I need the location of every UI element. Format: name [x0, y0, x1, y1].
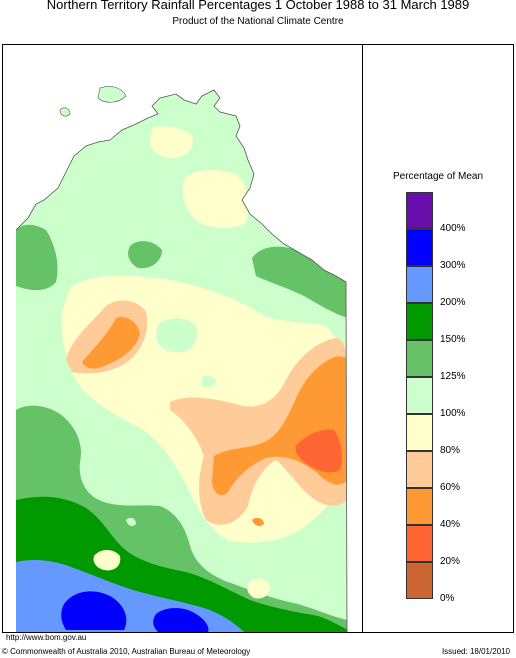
coastline [15, 89, 348, 632]
zone-125-150-coast [64, 90, 84, 102]
zone-40-60-west [82, 316, 140, 369]
zone-100-speck [126, 517, 136, 527]
zone-100-central-island [156, 318, 198, 353]
legend-swatch [406, 451, 433, 488]
legend-swatch [406, 192, 433, 229]
zone-80-100-southwest [93, 550, 121, 571]
legend-swatch [406, 340, 433, 377]
map-title: Northern Territory Rainfall Percentages … [46, 0, 470, 12]
source-url[interactable]: http://www.bom.gov.au [6, 633, 87, 642]
legend-label: 400% [440, 223, 466, 234]
frame-divider [362, 44, 363, 633]
legend-swatch [406, 488, 433, 525]
legend-label: 200% [440, 297, 466, 308]
map-frame [2, 44, 514, 633]
zone-20-40-east [295, 429, 342, 473]
zone-40-60-speck [252, 517, 264, 527]
zone-80-100-south [247, 578, 270, 599]
legend-swatch [406, 377, 433, 414]
copyright-text: © Commonwealth of Australia 2010, Austra… [2, 647, 251, 656]
rainfall-map [15, 86, 348, 632]
legend-swatch [406, 229, 433, 266]
legend-swatch [406, 562, 433, 599]
legend-swatch [406, 266, 433, 303]
legend-label: 60% [440, 482, 461, 493]
zone-125-150-east [252, 246, 347, 318]
legend-label: 100% [440, 408, 466, 419]
zone-300-400-blob-b [153, 608, 209, 632]
zone-125-150-central-north [128, 241, 162, 269]
legend-label: 20% [440, 556, 461, 567]
legend-label: 80% [440, 445, 461, 456]
legend-label: 150% [440, 334, 466, 345]
zone-80-100-northeast [182, 170, 249, 228]
zone-300-400-blob-a [61, 591, 127, 630]
issued-date: Issued: 18/01/2010 [441, 647, 510, 656]
legend-label: 40% [440, 519, 461, 530]
zone-80-100-north [150, 126, 194, 159]
legend-label: 300% [440, 260, 466, 271]
small-island [59, 107, 71, 117]
legend-swatch [406, 414, 433, 451]
tiwi-islands [97, 86, 127, 103]
legend-label: 125% [440, 371, 466, 382]
legend-swatch [406, 525, 433, 562]
legend-swatch [406, 303, 433, 340]
legend-title: Percentage of Mean [392, 171, 484, 182]
zone-100-small-island [202, 375, 216, 389]
zone-125-150-west [16, 224, 58, 291]
legend-label: 0% [440, 593, 455, 604]
map-subtitle: Product of the National Climate Centre [172, 16, 344, 27]
